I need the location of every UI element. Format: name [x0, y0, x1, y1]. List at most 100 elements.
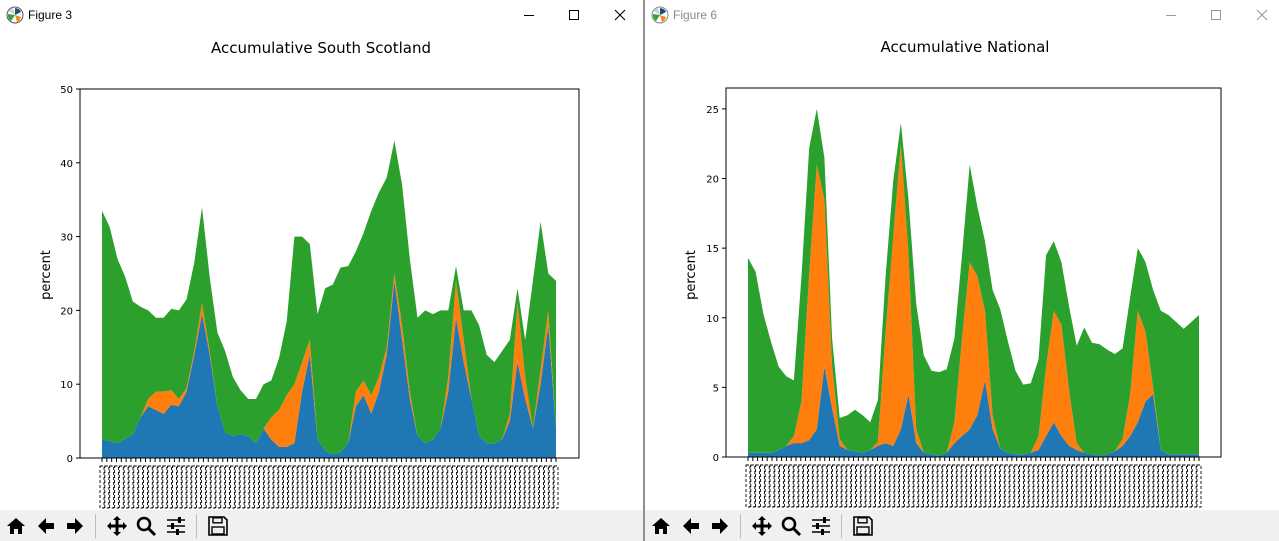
x-tick-label — [283, 465, 288, 509]
x-tick-label — [302, 465, 308, 509]
x-tick-label — [249, 465, 255, 509]
x-tick-label — [442, 465, 448, 509]
figure-window-2: Figure 6 Accumulative National percent 0… — [645, 0, 1279, 541]
x-tick-label — [273, 465, 279, 509]
x-tick-label — [783, 464, 789, 508]
x-tick-label — [210, 465, 216, 509]
x-tick-label — [133, 465, 139, 509]
figure-canvas[interactable]: Accumulative National percent 0 5 10 15 20 25 — [645, 30, 1279, 510]
x-tick-label — [1086, 464, 1092, 508]
x-tick-label — [798, 464, 804, 508]
maximize-button[interactable] — [1193, 0, 1239, 30]
figure-window-1: Figure 3 Accumulative South Scotland per… — [0, 0, 644, 541]
x-tick-label — [745, 464, 751, 508]
zoom-icon — [136, 516, 157, 537]
x-tick-label — [234, 465, 240, 509]
y-axis-label: percent — [39, 250, 54, 300]
x-tick-label — [1043, 464, 1048, 508]
y-tick-label: 30 — [60, 233, 73, 244]
x-tick-label — [995, 464, 1000, 508]
x-tick-label — [1100, 464, 1106, 508]
title-bar[interactable]: Figure 3 — [0, 0, 643, 30]
x-tick-label — [1033, 464, 1039, 508]
save-button[interactable] — [849, 512, 877, 540]
close-button[interactable] — [597, 0, 643, 30]
x-tick-label — [471, 465, 477, 509]
x-tick-label — [287, 465, 293, 509]
x-tick-label — [229, 465, 235, 509]
x-tick-label — [99, 465, 105, 509]
x-tick-label — [1129, 464, 1135, 508]
x-tick-label — [341, 465, 346, 509]
x-tick-label — [1028, 464, 1034, 508]
x-tick-label — [942, 464, 948, 508]
pan-button[interactable] — [103, 512, 131, 540]
x-tick-label — [543, 465, 549, 509]
maximize-button[interactable] — [551, 0, 597, 30]
back-button[interactable] — [677, 512, 705, 540]
x-tick-label — [403, 465, 409, 509]
save-icon — [853, 516, 873, 536]
save-button[interactable] — [204, 512, 232, 540]
configure-subplots-button[interactable] — [807, 512, 835, 540]
x-tick-label — [345, 465, 351, 509]
x-tick-label — [990, 464, 996, 508]
minimize-button[interactable] — [1148, 0, 1194, 30]
x-tick-label — [350, 465, 356, 509]
configure-subplots-button[interactable] — [162, 512, 190, 540]
x-tick-label — [1182, 464, 1188, 508]
x-tick-label — [191, 465, 197, 509]
x-tick-label — [1124, 464, 1130, 508]
x-tick-label — [186, 465, 192, 509]
x-tick-label — [803, 464, 809, 508]
x-tick-label — [534, 465, 540, 509]
x-tick-label — [918, 464, 924, 508]
x-tick-label — [971, 464, 976, 508]
home-button[interactable] — [647, 512, 675, 540]
x-tick-label — [951, 464, 957, 508]
x-tick-label — [316, 465, 322, 509]
x-tick-label — [147, 465, 153, 509]
x-tick-label — [817, 464, 823, 508]
x-tick-label — [384, 465, 390, 509]
x-tick-label — [152, 465, 158, 509]
x-tick-label — [379, 465, 385, 509]
x-tick-label — [1196, 464, 1202, 508]
x-tick-label — [548, 465, 554, 509]
x-tick-label — [1138, 464, 1144, 508]
back-button[interactable] — [32, 512, 60, 540]
x-tick-label — [779, 464, 785, 508]
minimize-button[interactable] — [506, 0, 552, 30]
x-tick-label — [899, 464, 904, 508]
configure-subplots-icon — [167, 517, 185, 535]
x-tick-label — [1047, 464, 1053, 508]
zoom-button[interactable] — [777, 512, 805, 540]
x-tick-label — [215, 465, 221, 509]
y-tick-label: 20 — [706, 175, 719, 186]
forward-button[interactable] — [706, 512, 734, 540]
x-tick-label — [181, 465, 187, 509]
x-tick-label — [220, 465, 226, 509]
title-bar[interactable]: Figure 6 — [645, 0, 1279, 30]
zoom-button[interactable] — [132, 512, 160, 540]
x-tick-label — [423, 465, 429, 509]
x-tick-label — [1052, 464, 1058, 508]
figure-canvas[interactable]: Accumulative South Scotland percent 0 10 2… — [0, 30, 643, 510]
x-tick-label — [432, 465, 438, 509]
forward-button[interactable] — [61, 512, 89, 540]
home-button[interactable] — [2, 512, 30, 540]
pan-button[interactable] — [748, 512, 776, 540]
close-button[interactable] — [1239, 0, 1279, 30]
x-tick-label — [903, 464, 909, 508]
x-tick-label — [1076, 464, 1082, 508]
x-tick-label — [505, 465, 511, 509]
x-tick-label — [1110, 464, 1116, 508]
y-tick-label: 50 — [60, 85, 73, 96]
x-tick-label — [447, 465, 453, 509]
y-tick-label: 5 — [713, 383, 719, 394]
x-tick-label — [1062, 464, 1068, 508]
x-tick-label — [1172, 464, 1178, 508]
x-tick-label — [321, 465, 327, 509]
x-tick-label — [1057, 464, 1063, 508]
home-icon — [652, 518, 670, 534]
